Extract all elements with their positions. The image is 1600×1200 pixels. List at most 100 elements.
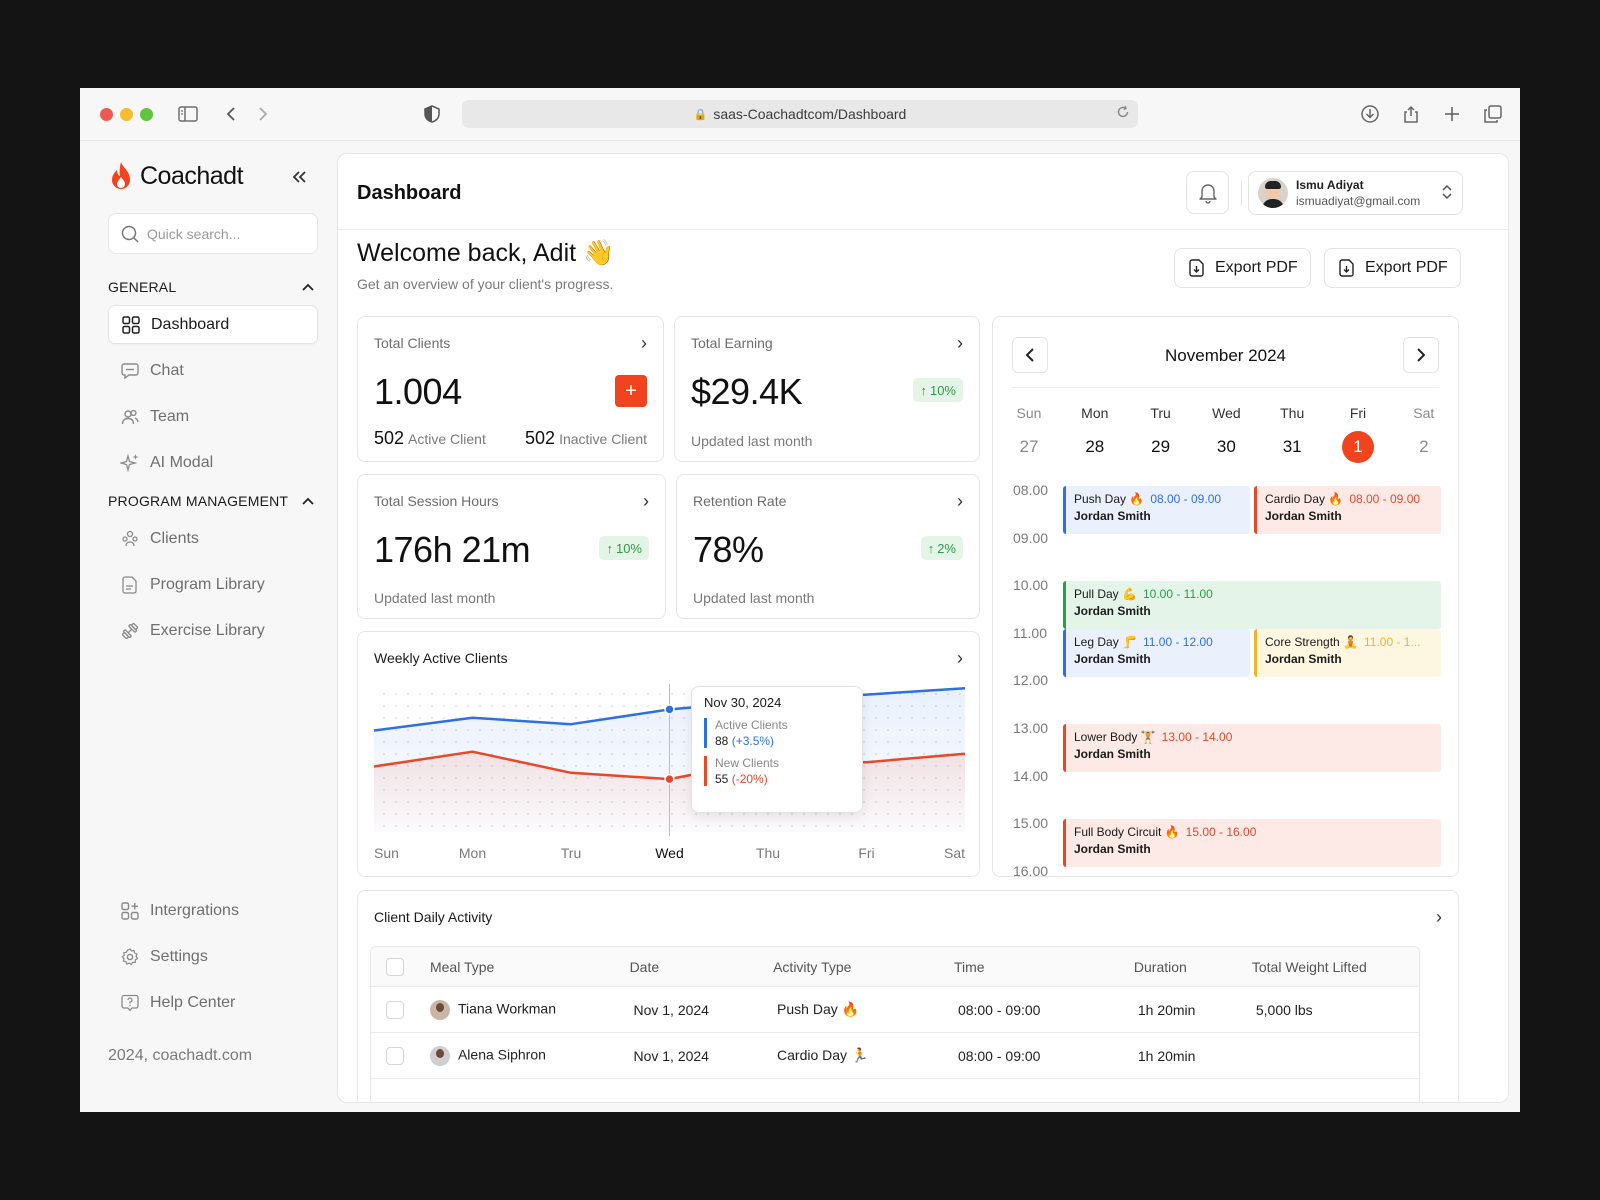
sidebar-item-help-center[interactable]: Help Center xyxy=(108,983,318,1022)
column-header[interactable]: Total Weight Lifted xyxy=(1251,958,1367,975)
sidebar-item-exercise-library[interactable]: Exercise Library xyxy=(108,611,318,650)
close-window-button[interactable] xyxy=(100,108,113,121)
calendar-event[interactable]: Full Body Circuit 🔥 15.00 - 16.00 Jordan S… xyxy=(1063,819,1441,868)
section-program-management[interactable]: PROGRAM MANAGEMENT xyxy=(108,493,314,509)
brand-logo[interactable]: Coachadt xyxy=(108,161,244,191)
column-header[interactable]: Duration xyxy=(1133,958,1187,975)
arrow-up-icon: ↑ xyxy=(606,540,613,556)
calendar-event[interactable]: Pull Day 💪 10.00 - 11.00 Jordan Smith xyxy=(1063,581,1441,630)
chevron-right-icon[interactable]: › xyxy=(957,491,963,511)
tabs-overview-icon[interactable] xyxy=(1481,102,1505,126)
time-label: 08.00 xyxy=(1013,482,1049,498)
event-title: Pull Day 💪 xyxy=(1074,587,1137,602)
reload-icon[interactable] xyxy=(1116,105,1130,122)
quick-search[interactable] xyxy=(108,213,318,254)
column-header[interactable]: Time xyxy=(953,958,985,975)
calendar-event[interactable]: Core Strength 🧘 11.00 - 1... Jordan Smith xyxy=(1254,628,1441,677)
total-clients-card[interactable]: Total Clients › 1.004 + 502 Active Client… xyxy=(357,316,664,462)
export-pdf-button[interactable]: Export PDF xyxy=(1324,248,1461,288)
retention-rate-card[interactable]: Retention Rate › 78% ↑ 2% Updated last mo… xyxy=(676,474,980,619)
share-icon[interactable] xyxy=(1399,102,1423,126)
column-header[interactable]: Activity Type xyxy=(773,958,852,975)
chevron-right-icon[interactable]: › xyxy=(1436,907,1442,927)
calendar-event[interactable]: Push Day 🔥 08.00 - 09.00 Jordan Smith xyxy=(1063,486,1250,534)
row-checkbox[interactable] xyxy=(386,1046,404,1065)
minimize-window-button[interactable] xyxy=(120,108,133,121)
section-general[interactable]: GENERAL xyxy=(108,279,314,295)
data-point xyxy=(664,704,675,715)
add-client-button[interactable]: + xyxy=(615,375,647,407)
column-header[interactable]: Meal Type xyxy=(429,958,495,975)
chevron-right-icon[interactable]: › xyxy=(641,333,647,353)
export-label: Export PDF xyxy=(1215,259,1298,276)
sidebar-toggle-icon[interactable] xyxy=(176,102,200,126)
table-row[interactable] xyxy=(371,1079,1419,1102)
table-row[interactable]: Tiana Workman Nov 1, 2024 Push Day 🔥 08:… xyxy=(371,987,1419,1033)
grid-icon xyxy=(121,315,141,335)
avatar xyxy=(429,999,450,1020)
x-tick-label: Mon xyxy=(459,845,486,861)
collapse-sidebar-button[interactable] xyxy=(288,165,312,189)
event-title: Leg Day 🦵 xyxy=(1074,634,1137,649)
calendar-day[interactable]: Mon 28 xyxy=(1075,405,1115,463)
sidebar-item-integrations[interactable]: Intergrations xyxy=(108,891,318,930)
tooltip-change: (+3.5%) xyxy=(731,734,775,748)
sidebar-item-program-library[interactable]: Program Library xyxy=(108,565,318,604)
clients-icon xyxy=(120,529,140,549)
weekly-active-clients-card[interactable]: Weekly Active Clients › Sun Mon Tru Wed Thu F… xyxy=(357,631,980,877)
day-date: 28 xyxy=(1085,437,1105,456)
select-all-checkbox[interactable] xyxy=(386,957,404,976)
user-menu[interactable]: Ismu Adiyat ismuadiyat@gmail.com xyxy=(1248,171,1463,215)
sidebar-item-label: Clients xyxy=(150,529,199,547)
calendar-event[interactable]: Lower Body 🏋 13.00 - 14.00 Jordan Smith xyxy=(1063,724,1441,772)
sidebar-item-dashboard[interactable]: Dashboard xyxy=(108,305,318,344)
calendar-next-button[interactable] xyxy=(1403,337,1439,373)
calendar-day[interactable]: Fri 1 xyxy=(1338,405,1378,463)
change-badge: ↑ 10% xyxy=(599,536,649,560)
event-title: Lower Body 🏋 xyxy=(1074,730,1156,744)
download-icon[interactable] xyxy=(1358,102,1382,126)
calendar-card: November 2024 Sun 27 Mon 28 Tru 29 Wed 30 Thu 31 F… xyxy=(992,316,1459,877)
calendar-day[interactable]: Sun 27 xyxy=(1009,405,1049,463)
sidebar-item-settings[interactable]: Settings xyxy=(108,937,318,976)
export-pdf-button[interactable]: Export PDF xyxy=(1174,248,1311,288)
row-checkbox[interactable] xyxy=(386,1000,404,1019)
sidebar-item-team[interactable]: Team xyxy=(108,397,318,436)
chart-area[interactable]: Sun Mon Tru Wed Thu Fri Sat xyxy=(358,632,981,878)
calendar-day[interactable]: Thu 31 xyxy=(1272,405,1312,463)
session-hours-card[interactable]: Total Session Hours › 176h 21m ↑ 10% Upda… xyxy=(357,474,666,619)
calendar-day[interactable]: Sat 2 xyxy=(1404,405,1444,463)
sidebar-item-label: Settings xyxy=(150,947,208,965)
forward-arrow-icon[interactable] xyxy=(251,102,275,126)
calendar-day[interactable]: Wed 30 xyxy=(1206,405,1246,463)
sidebar-item-clients[interactable]: Clients xyxy=(108,519,318,558)
search-input[interactable] xyxy=(147,225,297,242)
sidebar-item-label: AI Modal xyxy=(150,453,214,471)
chevron-right-icon[interactable]: › xyxy=(643,491,649,511)
time-label: 09.00 xyxy=(1013,529,1049,546)
activity-table: Meal Type Date Activity Type Time Durati… xyxy=(370,946,1420,1102)
new-tab-icon[interactable] xyxy=(1440,102,1464,126)
back-arrow-icon[interactable] xyxy=(219,102,243,126)
chart-title: Weekly Active Clients xyxy=(374,650,508,666)
total-earning-card[interactable]: Total Earning › $29.4K ↑ 10% Updated last… xyxy=(674,316,980,462)
copyright-text: 2024, coachadt.com xyxy=(108,1047,253,1064)
url-bar[interactable]: 🔒 saas-Coachadtcom/Dashboard xyxy=(462,100,1138,128)
chevron-right-icon[interactable]: › xyxy=(957,333,963,353)
table-row[interactable]: Alena Siphron Nov 1, 2024 Cardio Day 🏃 0… xyxy=(371,1033,1419,1079)
notifications-button[interactable] xyxy=(1186,171,1229,214)
chevron-right-icon[interactable]: › xyxy=(957,648,963,668)
maximize-window-button[interactable] xyxy=(140,108,153,121)
calendar-event[interactable]: Leg Day 🦵 11.00 - 12.00 Jordan Smith xyxy=(1063,628,1250,677)
column-header[interactable]: Date xyxy=(629,958,660,975)
event-title-row: Push Day 🔥 08.00 - 09.00 xyxy=(1074,492,1242,506)
shield-icon[interactable] xyxy=(420,102,444,126)
card-title: Retention Rate xyxy=(693,493,787,509)
calendar-event[interactable]: Cardio Day 🔥 08.00 - 09.00 Jordan Smith xyxy=(1254,486,1441,534)
sidebar-item-ai-modal[interactable]: AI Modal xyxy=(108,443,318,482)
calendar-prev-button[interactable] xyxy=(1012,337,1048,373)
card-title: Total Session Hours xyxy=(374,493,499,509)
calendar-day[interactable]: Tru 29 xyxy=(1141,405,1181,463)
sidebar-item-chat[interactable]: Chat xyxy=(108,351,318,390)
section-title: GENERAL xyxy=(108,279,177,295)
